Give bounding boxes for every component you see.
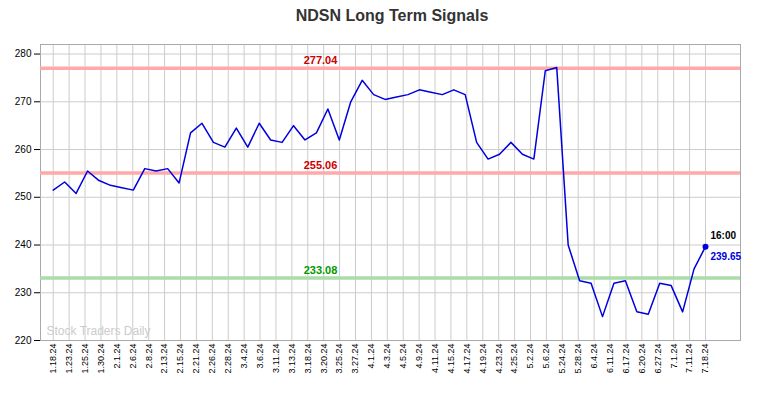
svg-text:6.17.24: 6.17.24 (621, 344, 631, 374)
svg-text:277.04: 277.04 (304, 54, 339, 66)
svg-text:6.27.24: 6.27.24 (653, 344, 663, 374)
svg-text:6.20.24: 6.20.24 (637, 344, 647, 374)
svg-text:7.1.24: 7.1.24 (669, 344, 679, 369)
svg-text:250: 250 (15, 191, 32, 202)
svg-text:4.25.24: 4.25.24 (509, 344, 519, 374)
svg-text:4.23.24: 4.23.24 (494, 344, 504, 374)
svg-text:3.4.24: 3.4.24 (239, 344, 249, 369)
svg-text:5.2.24: 5.2.24 (525, 344, 535, 369)
svg-text:4.19.24: 4.19.24 (478, 344, 488, 374)
svg-text:260: 260 (15, 144, 32, 155)
svg-text:233.08: 233.08 (304, 264, 338, 276)
svg-text:1.30.24: 1.30.24 (96, 344, 106, 374)
svg-text:4.9.24: 4.9.24 (414, 344, 424, 369)
svg-text:16:00: 16:00 (711, 230, 737, 241)
svg-text:280: 280 (15, 48, 32, 59)
svg-text:1.23.24: 1.23.24 (64, 344, 74, 374)
svg-text:2.28.24: 2.28.24 (223, 344, 233, 374)
svg-text:2.1.24: 2.1.24 (112, 344, 122, 369)
svg-text:Stock Traders Daily: Stock Traders Daily (47, 324, 151, 338)
svg-text:230: 230 (15, 287, 32, 298)
svg-text:5.24.24: 5.24.24 (557, 344, 567, 374)
svg-text:2.8.24: 2.8.24 (144, 344, 154, 369)
svg-text:3.13.24: 3.13.24 (287, 344, 297, 374)
svg-text:5.28.24: 5.28.24 (573, 344, 583, 374)
svg-text:3.25.24: 3.25.24 (334, 344, 344, 374)
svg-text:2.13.24: 2.13.24 (159, 344, 169, 374)
svg-text:3.20.24: 3.20.24 (319, 344, 329, 374)
svg-text:7.11.24: 7.11.24 (684, 344, 694, 373)
svg-text:1.18.24: 1.18.24 (48, 344, 58, 374)
svg-text:4.3.24: 4.3.24 (382, 344, 392, 369)
svg-text:2.15.24: 2.15.24 (175, 344, 185, 374)
svg-text:4.11.24: 4.11.24 (430, 344, 440, 373)
svg-text:4.1.24: 4.1.24 (366, 344, 376, 369)
svg-text:6.4.24: 6.4.24 (589, 344, 599, 369)
svg-text:4.15.24: 4.15.24 (446, 344, 456, 374)
svg-text:2.26.24: 2.26.24 (207, 344, 217, 374)
svg-text:2.6.24: 2.6.24 (128, 344, 138, 369)
svg-text:240: 240 (15, 239, 32, 250)
svg-text:3.18.24: 3.18.24 (303, 344, 313, 374)
svg-text:220: 220 (15, 335, 32, 346)
svg-text:239.65: 239.65 (711, 251, 742, 262)
svg-text:5.6.24: 5.6.24 (541, 344, 551, 369)
svg-text:1.25.24: 1.25.24 (80, 344, 90, 374)
svg-text:3.6.24: 3.6.24 (255, 344, 265, 369)
svg-text:3.27.24: 3.27.24 (350, 344, 360, 374)
svg-text:2.21.24: 2.21.24 (191, 344, 201, 374)
svg-text:6.11.24: 6.11.24 (605, 344, 615, 373)
svg-text:255.06: 255.06 (304, 159, 338, 171)
svg-text:4.17.24: 4.17.24 (462, 344, 472, 374)
svg-text:3.11.24: 3.11.24 (271, 344, 281, 373)
svg-text:7.18.24: 7.18.24 (700, 344, 710, 374)
svg-text:4.5.24: 4.5.24 (398, 344, 408, 369)
svg-text:270: 270 (15, 96, 32, 107)
html-text:NDSN Long Term Signals: NDSN Long Term Signals (295, 7, 489, 24)
